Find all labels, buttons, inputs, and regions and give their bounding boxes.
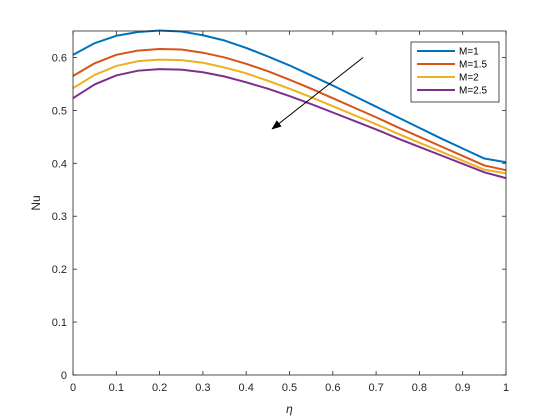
x-tick-label: 0.9 — [455, 382, 470, 394]
annotation-layer — [271, 57, 364, 130]
x-tick-label: 0.1 — [109, 382, 124, 394]
y-tick-label: 0.5 — [52, 105, 67, 117]
y-tick-label: 0.3 — [52, 211, 67, 223]
legend-entry-label: M=1 — [459, 47, 479, 58]
x-tick-label: 1 — [503, 382, 509, 394]
x-tick-label: 0.3 — [195, 382, 210, 394]
x-tick-label: 0.7 — [368, 382, 383, 394]
tick-layer: 0 0.1 0.2 0.3 0.4 0.5 0.6 0.7 0.8 0.9 1 0 0.1 0.2 0.3 0… — [52, 31, 509, 394]
x-tick-label: 0.5 — [282, 382, 297, 394]
y-tick-label: 0.1 — [52, 317, 67, 329]
y-tick-label: 0.6 — [52, 52, 67, 64]
legend-entry-label: M=2 — [459, 73, 479, 84]
legend-entry-label: M=2.5 — [459, 86, 488, 97]
y-tick-label: 0.4 — [52, 158, 67, 170]
y-tick-label: 0.2 — [52, 264, 67, 276]
series-line-2 — [72, 47, 507, 172]
x-tick-label: 0.8 — [412, 382, 427, 394]
x-tick-label: 0.6 — [325, 382, 340, 394]
y-tick-label: 0 — [61, 370, 67, 382]
series-line-4 — [72, 68, 507, 180]
series-layer — [72, 29, 507, 180]
series-line-1 — [72, 29, 507, 164]
series-line-3 — [72, 58, 507, 175]
x-tick-label: 0.4 — [239, 382, 254, 394]
x-tick-label: 0.2 — [152, 382, 167, 394]
y-axis-label: Nu — [29, 195, 43, 210]
x-tick-label: 0 — [70, 382, 76, 394]
legend: M=1 M=1.5 M=2 M=2.5 — [410, 41, 500, 103]
trend-arrow — [271, 57, 364, 130]
legend-entry-label: M=1.5 — [459, 60, 488, 71]
x-axis-label: η — [286, 402, 293, 416]
